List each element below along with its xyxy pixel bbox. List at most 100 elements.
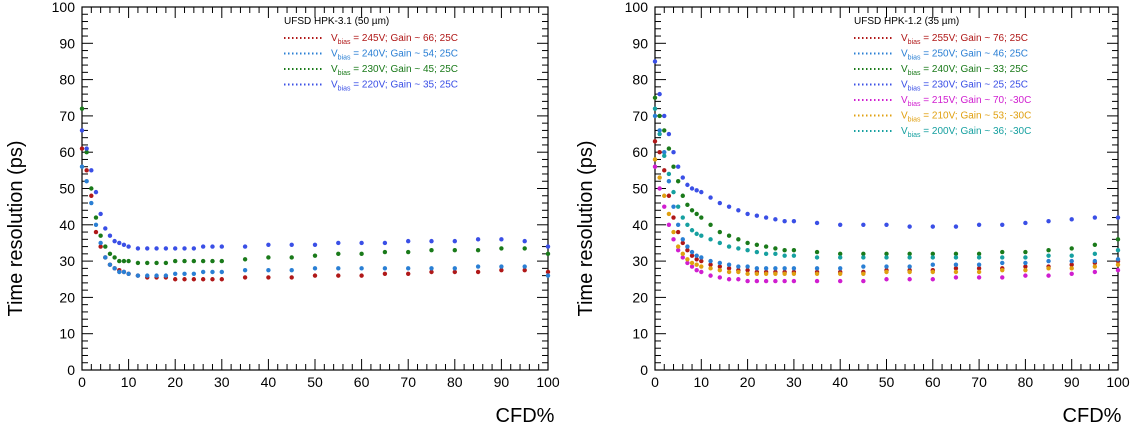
data-point [1115, 248, 1121, 253]
data-point [652, 106, 658, 111]
data-point [782, 248, 787, 253]
data-point [708, 273, 713, 278]
data-point [838, 251, 843, 257]
data-point [1069, 271, 1074, 277]
data-point [838, 266, 843, 271]
data-point [121, 242, 127, 247]
data-point [699, 264, 704, 269]
data-point [694, 253, 699, 258]
data-point [117, 258, 122, 264]
data-point [814, 255, 820, 260]
data-point [545, 251, 551, 257]
data-point [717, 264, 723, 269]
data-point [312, 273, 318, 278]
data-point [1046, 253, 1051, 258]
data-point [652, 113, 658, 119]
data-point [289, 275, 294, 280]
data-point [680, 251, 685, 257]
data-point [754, 271, 760, 277]
data-point [861, 264, 866, 269]
data-point [475, 269, 481, 275]
series-0 [79, 146, 551, 282]
data-point [1023, 255, 1028, 260]
data-point [84, 179, 89, 184]
data-point [103, 255, 108, 260]
data-point [685, 222, 690, 227]
data-point [773, 278, 778, 284]
data-point [657, 91, 662, 97]
x-axis-title: CFD% [496, 405, 555, 427]
data-point [884, 264, 889, 269]
data-point [1092, 269, 1098, 275]
y-tick-label: 70 [59, 108, 75, 124]
data-point [145, 246, 150, 251]
data-point [814, 271, 820, 277]
data-point [126, 244, 131, 249]
data-point [182, 246, 187, 251]
legend-entry: Vbias = 230V; Gain ~ 25; 25C [901, 80, 1028, 93]
data-point [1000, 255, 1005, 260]
data-point [657, 113, 662, 119]
data-point [289, 255, 294, 260]
series-5 [652, 157, 1121, 277]
x-tick-label: 50 [307, 374, 323, 390]
data-point [1046, 218, 1051, 224]
data-point [312, 253, 318, 258]
data-point [694, 257, 699, 262]
data-point [726, 277, 732, 282]
data-point [675, 179, 681, 184]
data-point [763, 278, 769, 284]
data-point [1115, 262, 1121, 267]
data-point [657, 175, 662, 180]
data-point [652, 95, 658, 100]
legend-entry: Vbias = 215V; Gain ~ 70; -30C [901, 95, 1031, 108]
x-tick-label: 0 [651, 374, 659, 390]
data-point [429, 269, 434, 275]
data-point [953, 269, 959, 275]
data-point [976, 222, 982, 227]
data-point [791, 218, 797, 224]
data-point [219, 277, 224, 282]
data-point [93, 215, 99, 220]
data-point [359, 273, 364, 278]
data-point [200, 277, 206, 282]
plot-frame [654, 6, 1119, 371]
data-point [545, 273, 551, 278]
data-point [1000, 222, 1005, 227]
y-tick-label: 0 [67, 362, 75, 378]
legend: UFSD HPK-1.2 (35 µm) Vbias = 255V; Gain ~… [854, 16, 1031, 139]
data-point [754, 278, 760, 284]
data-point [84, 146, 89, 151]
data-point [1069, 246, 1074, 251]
data-point [1023, 267, 1028, 273]
data-point [671, 189, 676, 195]
data-point [884, 277, 889, 282]
data-point [652, 157, 658, 162]
data-point [689, 249, 695, 255]
data-point [745, 264, 750, 269]
data-point [884, 251, 889, 257]
legend-entry: Vbias = 230V; Gain ~ 45; 25C [331, 64, 458, 77]
data-point [773, 217, 778, 222]
data-point [191, 246, 197, 251]
data-point [84, 168, 89, 173]
data-point [726, 204, 732, 209]
data-point [121, 269, 127, 275]
data-point [662, 128, 667, 133]
data-point [773, 251, 778, 257]
data-point [1023, 273, 1028, 278]
data-point [685, 248, 690, 253]
data-point [814, 278, 820, 284]
data-point [1046, 266, 1051, 271]
data-point [907, 264, 912, 269]
data-point [242, 244, 248, 249]
y-tick-label: 40 [59, 217, 75, 233]
data-point [680, 215, 685, 220]
data-point [976, 269, 982, 275]
data-point [210, 244, 215, 249]
data-point [154, 260, 159, 266]
data-point [475, 237, 481, 242]
data-point [182, 277, 187, 282]
data-point [689, 253, 695, 258]
data-point [685, 260, 690, 266]
